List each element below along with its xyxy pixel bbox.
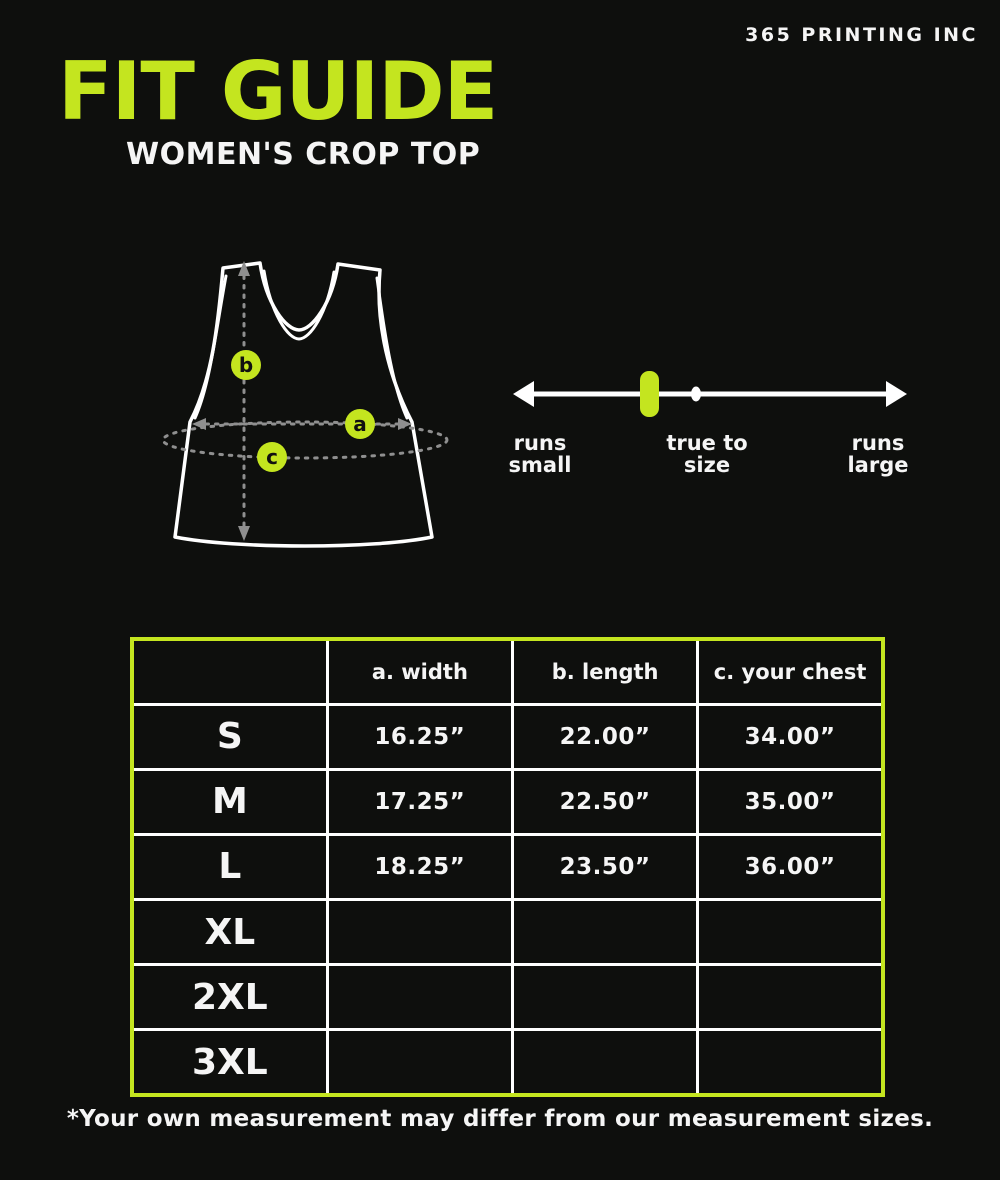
size-table: a. width b. length c. your chest S 16.25… [130,637,885,1097]
scale-label-line: small [508,453,572,477]
size-label: 2XL [130,963,329,1032]
width-value [325,963,514,1032]
length-arrow-down-icon [238,526,250,541]
left-armhole-band-line [193,274,228,420]
scale-label-runs-large: runs large [808,432,948,476]
table-row-3xl: 3XL [130,1028,885,1097]
scale-label-line: size [683,453,731,477]
scale-label-line: runs [851,431,905,455]
size-label: S [130,702,329,771]
length-arrow-up-icon [238,261,250,276]
length-value: 23.50” [510,832,700,902]
size-label: L [130,832,329,902]
scale-label-line: large [847,453,909,477]
scale-label-true-to-size: true to size [637,432,777,476]
garment-outline [173,261,434,548]
header-length-cell: b. length [510,637,700,706]
marker-a-letter: a [353,412,367,436]
table-row-s: S 16.25” 22.00” 34.00” [130,702,885,771]
page-subtitle: WOMEN'S CROP TOP [126,137,481,172]
right-armhole-band-line [375,276,409,420]
scale-fit-marker [640,371,659,417]
table-row-m: M 17.25” 22.50” 35.00” [130,767,885,836]
length-value [510,963,700,1032]
length-value [510,1028,700,1097]
scale-label-runs-small: runs small [470,432,610,476]
fit-scale [513,371,907,417]
header-corner-cell [130,637,329,706]
brand-text: 365 PRINTING INC [745,24,978,46]
marker-b-circle [231,350,261,380]
length-value: 22.50” [510,767,700,836]
scale-arrow-left-icon [513,381,534,407]
chest-value: 36.00” [696,832,885,902]
marker-c-circle [257,442,287,472]
chest-measure-ellipse [161,420,449,460]
header-chest-cell: c. your chest [696,637,885,706]
width-value [325,1028,514,1097]
length-value: 22.00” [510,702,700,771]
size-label: XL [130,898,329,967]
chest-value: 35.00” [696,767,885,836]
page-title: FIT GUIDE [58,45,498,138]
marker-c-letter: c [266,445,278,469]
neckline-band-line [262,269,336,341]
marker-a-circle [345,409,375,439]
table-row-2xl: 2XL [130,963,885,1032]
table-row-l: L 18.25” 23.50” 36.00” [130,832,885,902]
size-label: 3XL [130,1028,329,1097]
scale-label-line: runs [513,431,567,455]
width-value: 16.25” [325,702,514,771]
chest-value: 34.00” [696,702,885,771]
chest-value [696,1028,885,1097]
scale-label-line: true to [666,431,748,455]
length-value [510,898,700,967]
size-table-header-row: a. width b. length c. your chest [130,637,885,706]
width-value [325,898,514,967]
footnote-text: *Your own measurement may differ from ou… [66,1106,934,1132]
scale-arrow-right-icon [886,381,907,407]
marker-b-letter: b [239,353,253,377]
scale-center-dot [691,386,701,402]
header-width-cell: a. width [325,637,514,706]
chest-value [696,963,885,1032]
crop-top-diagram: a b c [161,261,449,548]
table-row-xl: XL [130,898,885,967]
chest-value [696,898,885,967]
width-value: 17.25” [325,767,514,836]
size-label: M [130,767,329,836]
width-value: 18.25” [325,832,514,902]
